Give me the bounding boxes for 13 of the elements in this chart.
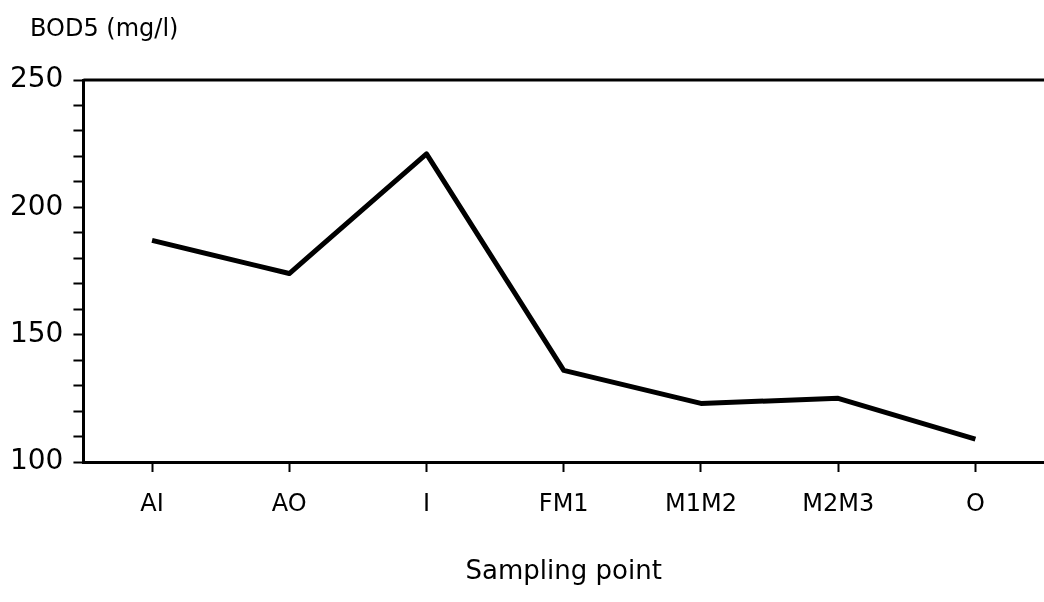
x-tick-label: I xyxy=(422,488,431,517)
x-tick-label: FM1 xyxy=(538,488,589,517)
x-axis-title: Sampling point xyxy=(465,555,662,586)
x-tick-label: M2M3 xyxy=(802,488,875,517)
y-tick-label: 250 xyxy=(9,61,64,95)
y-tick-label: 100 xyxy=(9,443,64,477)
x-tick-label: AO xyxy=(271,488,307,517)
y-tick-label: 200 xyxy=(9,188,64,222)
y-axis-title: BOD5 (mg/l) xyxy=(30,14,179,43)
x-tick-label: AI xyxy=(140,488,164,517)
y-tick-label: 150 xyxy=(9,315,64,349)
x-tick-label: M1M2 xyxy=(664,488,737,517)
x-tick-label: O xyxy=(965,488,985,517)
